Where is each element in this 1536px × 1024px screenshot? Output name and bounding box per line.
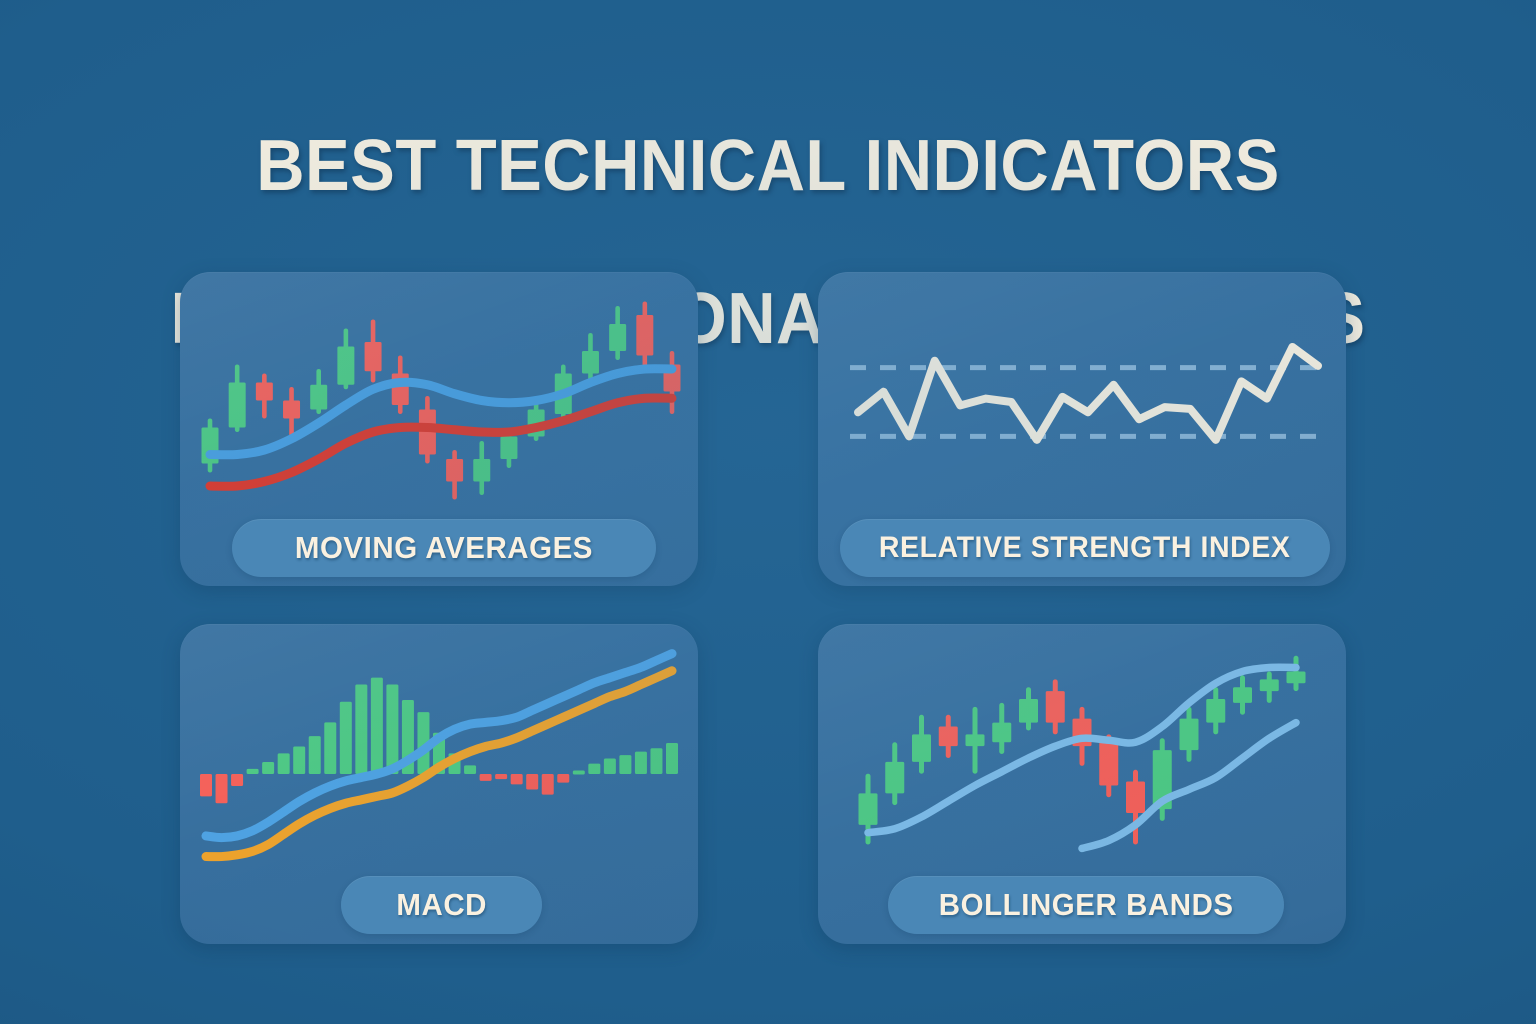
candle-body bbox=[965, 734, 985, 747]
label-pill-moving-averages[interactable]: MOVING AVERAGES bbox=[232, 519, 656, 577]
macd-line bbox=[201, 649, 677, 843]
macd-bar bbox=[215, 774, 228, 804]
candle-body bbox=[1206, 698, 1226, 723]
overlay-line-1 bbox=[205, 364, 677, 460]
page-title-line-1: BEST TECHNICAL INDICATORS bbox=[256, 126, 1280, 207]
candle-body bbox=[1126, 781, 1145, 814]
macd-bar bbox=[262, 761, 275, 774]
macd-bar bbox=[603, 758, 616, 774]
candle-body bbox=[1286, 671, 1306, 684]
overlay-lines bbox=[205, 364, 677, 491]
macd-bar bbox=[277, 753, 290, 774]
macd-lines bbox=[201, 649, 677, 862]
overlay-line-2 bbox=[205, 393, 677, 491]
overlay-line-2 bbox=[1078, 718, 1300, 853]
macd-bar bbox=[650, 748, 663, 774]
candle-body bbox=[228, 382, 246, 428]
panel-macd[interactable] bbox=[180, 624, 698, 944]
macd-bar bbox=[355, 684, 368, 774]
macd-bar bbox=[324, 722, 337, 774]
macd-bar bbox=[634, 751, 647, 774]
candle-body bbox=[609, 324, 627, 351]
macd-bar bbox=[588, 763, 601, 774]
macd-bar bbox=[200, 774, 212, 797]
rsi-line bbox=[854, 342, 1322, 444]
candle-group bbox=[201, 301, 681, 500]
label-moving-averages: MOVING AVERAGES bbox=[294, 530, 594, 565]
macd-bar bbox=[479, 774, 492, 781]
macd-bar bbox=[495, 774, 508, 780]
label-pill-bollinger-bands[interactable]: BOLLINGER BANDS bbox=[888, 876, 1284, 934]
candle-body bbox=[992, 722, 1012, 743]
candle-body bbox=[885, 761, 905, 794]
macd-bar bbox=[526, 774, 539, 790]
candle-body bbox=[1233, 687, 1252, 703]
candle-body bbox=[1259, 679, 1279, 692]
macd-bar bbox=[666, 743, 678, 774]
candle-body bbox=[1019, 698, 1038, 723]
candle-body bbox=[858, 793, 878, 825]
moving-averages-chart bbox=[201, 301, 681, 500]
candle-body bbox=[636, 315, 654, 356]
candle-body bbox=[1179, 718, 1199, 751]
macd-bar bbox=[386, 684, 399, 774]
candle-body bbox=[310, 384, 328, 410]
candle-body bbox=[1099, 742, 1119, 786]
label-relative-strength-index: RELATIVE STRENGTH INDEX bbox=[879, 531, 1291, 564]
rsi-chart bbox=[850, 342, 1328, 444]
overlay-lines bbox=[864, 663, 1300, 853]
candle-body bbox=[283, 400, 301, 419]
candle-body bbox=[912, 734, 931, 762]
macd-bar bbox=[417, 712, 430, 774]
candle-body bbox=[581, 351, 599, 374]
macd-bar bbox=[246, 768, 259, 774]
macd-bar bbox=[619, 755, 632, 774]
bollinger-bands-chart bbox=[858, 655, 1306, 853]
macd-bar bbox=[572, 770, 585, 775]
candle-body bbox=[364, 342, 382, 372]
macd-bar bbox=[370, 677, 383, 774]
macd-bar bbox=[339, 701, 352, 774]
candle-body bbox=[1045, 691, 1065, 723]
label-pill-macd[interactable]: MACD bbox=[341, 876, 542, 934]
overlay-line-1 bbox=[864, 663, 1300, 837]
macd-bar bbox=[231, 774, 244, 787]
label-macd: MACD bbox=[396, 887, 487, 922]
macd-signal-line bbox=[201, 666, 677, 862]
label-pill-relative-strength-index[interactable]: RELATIVE STRENGTH INDEX bbox=[840, 519, 1330, 577]
macd-bar bbox=[464, 765, 477, 774]
macd-bar bbox=[293, 746, 306, 774]
candle-group bbox=[858, 655, 1306, 845]
candle-body bbox=[473, 459, 491, 482]
macd-bar bbox=[510, 774, 523, 785]
candle-body bbox=[500, 436, 518, 459]
candle-body bbox=[255, 382, 273, 401]
macd-bar bbox=[557, 774, 570, 783]
macd-bar bbox=[541, 774, 554, 795]
macd-chart bbox=[200, 649, 678, 862]
candle-body bbox=[938, 726, 958, 747]
candle-body bbox=[337, 346, 355, 385]
macd-bar bbox=[308, 736, 321, 774]
macd-histogram bbox=[200, 677, 678, 804]
candle-body bbox=[446, 459, 464, 482]
label-bollinger-bands: BOLLINGER BANDS bbox=[938, 887, 1234, 922]
